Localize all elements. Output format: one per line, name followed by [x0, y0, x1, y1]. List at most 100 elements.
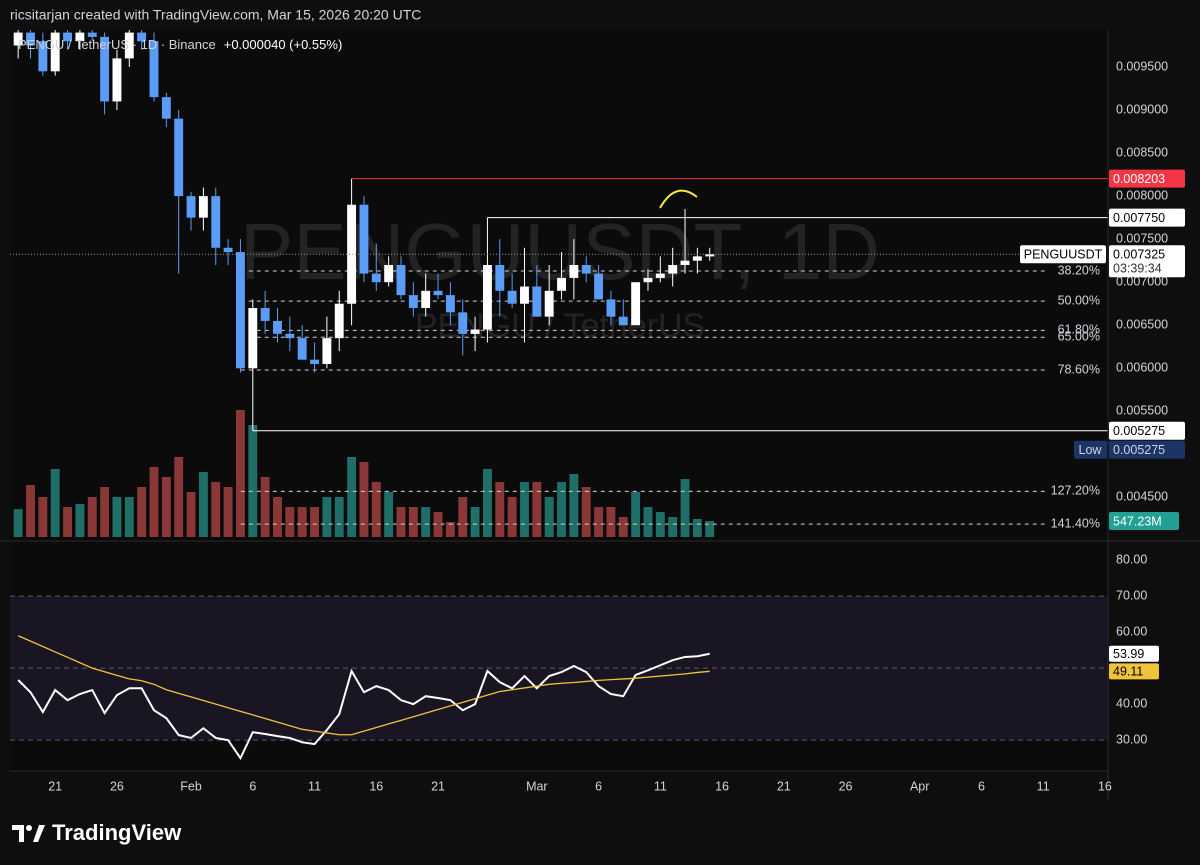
x-tick-label: Mar: [526, 779, 548, 793]
y-tick-label: 70.00: [1116, 588, 1147, 602]
x-tick-label: Apr: [910, 779, 929, 793]
volume-bar: [13, 509, 23, 537]
footer-brand: TradingView: [52, 820, 182, 845]
volume-bar: [705, 520, 715, 537]
logo-mark: [12, 825, 24, 842]
price-pane: [13, 30, 1108, 537]
volume-bar: [260, 476, 270, 537]
fib-label: 78.60%: [1058, 362, 1100, 376]
candle-body: [50, 32, 60, 72]
candle-body: [631, 282, 641, 326]
fib-label: 50.00%: [1058, 293, 1100, 307]
y-tick-label: 0.007000: [1116, 275, 1168, 289]
candle-body: [692, 256, 702, 261]
y-tick-label: 0.007500: [1116, 231, 1168, 245]
candle-body: [655, 273, 665, 278]
candle-body: [334, 303, 344, 339]
candle-body: [161, 97, 171, 119]
volume-bar: [470, 506, 480, 537]
fib-label: 38.20%: [1058, 263, 1100, 277]
rsi-tag: [1109, 663, 1159, 680]
candle-body: [124, 32, 134, 59]
volume-bar: [87, 496, 97, 537]
fib-label: 141.40%: [1051, 516, 1100, 530]
volume-bar: [347, 456, 357, 537]
volume-bar: [235, 410, 245, 537]
volume-bar: [63, 506, 72, 537]
candle-body: [112, 58, 122, 102]
candle-body: [26, 32, 35, 46]
candle-body: [63, 32, 72, 42]
x-tick-label: Feb: [180, 779, 202, 793]
x-tick-label: 26: [839, 779, 853, 793]
candle-body: [260, 308, 270, 321]
x-tick-label: 16: [1098, 779, 1112, 793]
volume-bar: [26, 485, 35, 537]
candle-body: [532, 286, 542, 317]
volume-bar: [75, 503, 85, 537]
header: ricsitarjan created with TradingView.com…: [10, 7, 421, 23]
volume-bar: [384, 491, 394, 537]
rsi-line: [17, 652, 710, 761]
volume-tag-label: 547.23M: [1113, 514, 1162, 528]
volume-bar: [334, 496, 344, 537]
candle-body: [223, 247, 233, 253]
volume-bar: [50, 468, 60, 537]
fib-label: 65.00%: [1058, 330, 1100, 344]
volume-bar: [520, 481, 529, 537]
x-tick-label: 11: [1037, 779, 1050, 793]
legend-symbol: PENGU / TetherUS · 1D · Binance: [18, 37, 216, 52]
low-tag-name: Low: [1079, 443, 1103, 457]
candle-body: [680, 260, 690, 265]
plot-area: [10, 30, 1108, 771]
candle-body: [38, 41, 48, 72]
candle-body: [174, 118, 184, 197]
volume-bar: [606, 506, 616, 537]
y-tick-label: 30.00: [1116, 732, 1147, 746]
x-tick-label: 6: [595, 779, 602, 793]
symbol-tag-label: PENGUUSDT: [1024, 248, 1103, 262]
volume-bar: [618, 516, 628, 537]
logo-mark: [33, 825, 45, 842]
volume-bar: [248, 425, 258, 537]
candle-body: [458, 312, 468, 334]
volume-bar: [38, 496, 48, 537]
candle-body: [396, 264, 406, 296]
volume-bar: [495, 481, 505, 537]
logo: TradingView: [12, 820, 182, 845]
volume-bar: [408, 506, 418, 537]
volume-bar: [273, 496, 282, 537]
y-tick-label: 0.009500: [1116, 59, 1168, 73]
volume-bar: [112, 496, 122, 537]
candle-body: [495, 264, 505, 291]
candle-body: [384, 264, 394, 283]
price-tag-label: 0.008203: [1113, 172, 1165, 186]
x-tick-label: 26: [110, 779, 124, 793]
candle-body: [482, 264, 492, 330]
volume-bar: [223, 486, 233, 537]
volume-bar: [643, 506, 653, 537]
volume-bar: [594, 506, 604, 537]
x-tick-label: 16: [715, 779, 729, 793]
volume-bar: [532, 481, 542, 537]
volume-bar: [211, 481, 221, 537]
candle-body: [100, 36, 110, 102]
y-tick-label: 0.005500: [1116, 404, 1168, 418]
candle-body: [211, 196, 221, 248]
volume-tag: [1109, 511, 1179, 530]
volume-bar: [557, 481, 566, 537]
rsi-tag-label: 49.11: [1113, 665, 1143, 679]
candle-body: [235, 252, 245, 369]
volume-bar: [421, 506, 431, 537]
countdown: 03:39:34: [1113, 262, 1162, 276]
candle-body: [359, 204, 369, 274]
fib-label: 61.80%: [1058, 323, 1100, 337]
volume-bar: [668, 516, 678, 537]
x-tick-label: 21: [777, 779, 791, 793]
volume-bar: [396, 506, 406, 537]
candle-body: [581, 264, 591, 274]
price-tag-label: 0.005275: [1113, 424, 1165, 438]
y-tick-label: 80.00: [1116, 552, 1147, 566]
symbol-tag: [1020, 245, 1106, 264]
volume-bar: [124, 496, 134, 537]
